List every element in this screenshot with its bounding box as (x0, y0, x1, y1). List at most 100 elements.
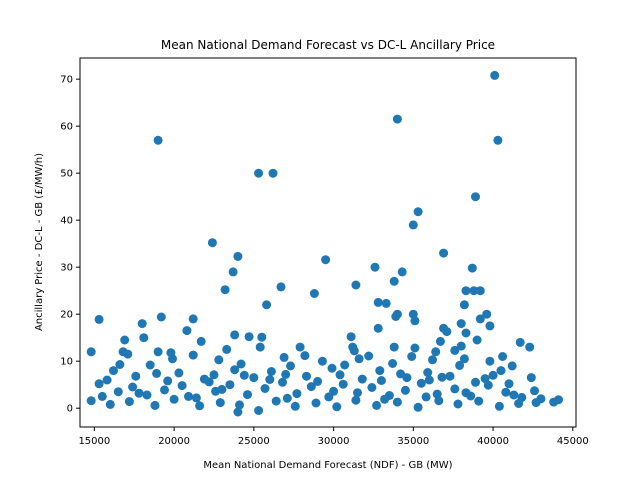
data-point-114 (554, 395, 563, 405)
y-tick-label-4: 40 (60, 216, 73, 227)
data-point-116 (97, 391, 107, 401)
data-point-163 (474, 396, 484, 406)
data-point-41 (485, 321, 495, 331)
data-point-186 (335, 370, 345, 380)
data-point-160 (413, 402, 423, 412)
data-point-21 (461, 286, 471, 296)
data-point-107 (357, 374, 367, 384)
data-point-188 (437, 372, 447, 382)
data-point-85 (115, 360, 125, 369)
data-point-187 (396, 369, 406, 379)
data-point-50 (139, 333, 149, 343)
data-point-144 (105, 399, 115, 409)
data-point-161 (434, 396, 444, 406)
data-point-22 (469, 286, 479, 296)
data-point-31 (188, 314, 198, 324)
data-point-78 (168, 354, 177, 364)
data-point-103 (131, 371, 141, 381)
data-point-174 (504, 379, 514, 389)
data-point-46 (230, 330, 240, 340)
data-point-162 (453, 399, 463, 409)
data-point-169 (265, 375, 275, 384)
data-point-101 (496, 366, 506, 376)
y-tick-label-7: 70 (60, 75, 73, 86)
data-point-84 (485, 356, 495, 366)
y-tick-label-2: 20 (60, 310, 73, 321)
data-point-27 (459, 300, 469, 310)
x-tick-label-0: 15000 (78, 436, 110, 447)
data-point-45 (461, 328, 471, 338)
data-point-35 (475, 314, 485, 324)
data-point-17 (389, 276, 399, 286)
x-tick-label-5: 40000 (477, 436, 509, 447)
data-point-90 (388, 359, 398, 368)
data-point-175 (134, 388, 144, 398)
data-point-133 (367, 383, 377, 392)
x-axis-ticks: 15000 20000 25000 30000 35000 40000 45000 (78, 427, 589, 447)
data-point-68 (450, 345, 460, 355)
data-point-28 (262, 300, 272, 310)
y-axis-label: Ancillary Price - DC-L - GB (£/MW/h) (34, 153, 45, 331)
y-tick-label-0: 0 (67, 404, 73, 415)
data-point-93 (94, 379, 104, 389)
data-point-48 (257, 332, 267, 342)
data-point-170 (313, 376, 323, 386)
data-point-124 (225, 380, 235, 390)
data-point-18 (351, 280, 361, 290)
data-point-57 (389, 342, 399, 352)
data-point-19 (276, 282, 286, 292)
data-point-82 (428, 355, 437, 365)
data-point-119 (142, 390, 152, 400)
data-point-10 (439, 248, 449, 258)
data-point-26 (381, 298, 391, 308)
data-point-14 (467, 263, 477, 273)
data-point-129 (306, 382, 316, 392)
data-point-20 (220, 285, 230, 295)
data-point-81 (317, 356, 327, 366)
data-point-88 (286, 361, 295, 371)
data-point-8 (408, 220, 418, 230)
data-point-5 (268, 168, 278, 178)
data-point-190 (209, 370, 219, 380)
data-point-112 (86, 396, 96, 406)
data-point-94 (109, 366, 118, 376)
x-tick-label-4: 35000 (397, 436, 429, 447)
data-point-53 (196, 336, 206, 346)
data-point-69 (123, 349, 133, 359)
data-point-16 (228, 267, 238, 277)
data-point-155 (311, 398, 321, 408)
data-point-146 (150, 400, 160, 410)
data-point-152 (233, 407, 243, 417)
data-point-185 (281, 369, 291, 379)
data-point-61 (222, 344, 232, 354)
data-point-141 (501, 387, 511, 397)
data-point-151 (254, 406, 264, 415)
data-point-165 (514, 399, 524, 408)
data-point-58 (410, 343, 420, 353)
data-point-49 (346, 332, 356, 342)
x-tick-label-6: 45000 (557, 436, 589, 447)
data-point-109 (445, 371, 455, 381)
data-point-59 (525, 342, 535, 352)
data-point-189 (152, 368, 162, 378)
data-point-38 (137, 319, 147, 329)
data-point-191 (488, 370, 498, 380)
data-point-106 (302, 371, 311, 381)
data-point-91 (455, 360, 465, 370)
data-point-15 (397, 267, 407, 277)
data-point-122 (191, 393, 201, 403)
data-point-131 (338, 379, 348, 389)
data-point-115 (531, 398, 541, 408)
data-points (86, 70, 563, 417)
data-point-145 (124, 397, 134, 407)
data-point-184 (239, 370, 249, 380)
data-point-159 (392, 397, 402, 407)
data-point-13 (370, 262, 380, 272)
data-point-140 (483, 380, 493, 390)
data-point-121 (177, 381, 187, 391)
data-point-179 (329, 386, 339, 396)
data-point-34 (482, 309, 492, 319)
plot-area-frame (79, 57, 577, 428)
data-point-127 (278, 377, 287, 387)
data-point-52 (472, 335, 482, 345)
